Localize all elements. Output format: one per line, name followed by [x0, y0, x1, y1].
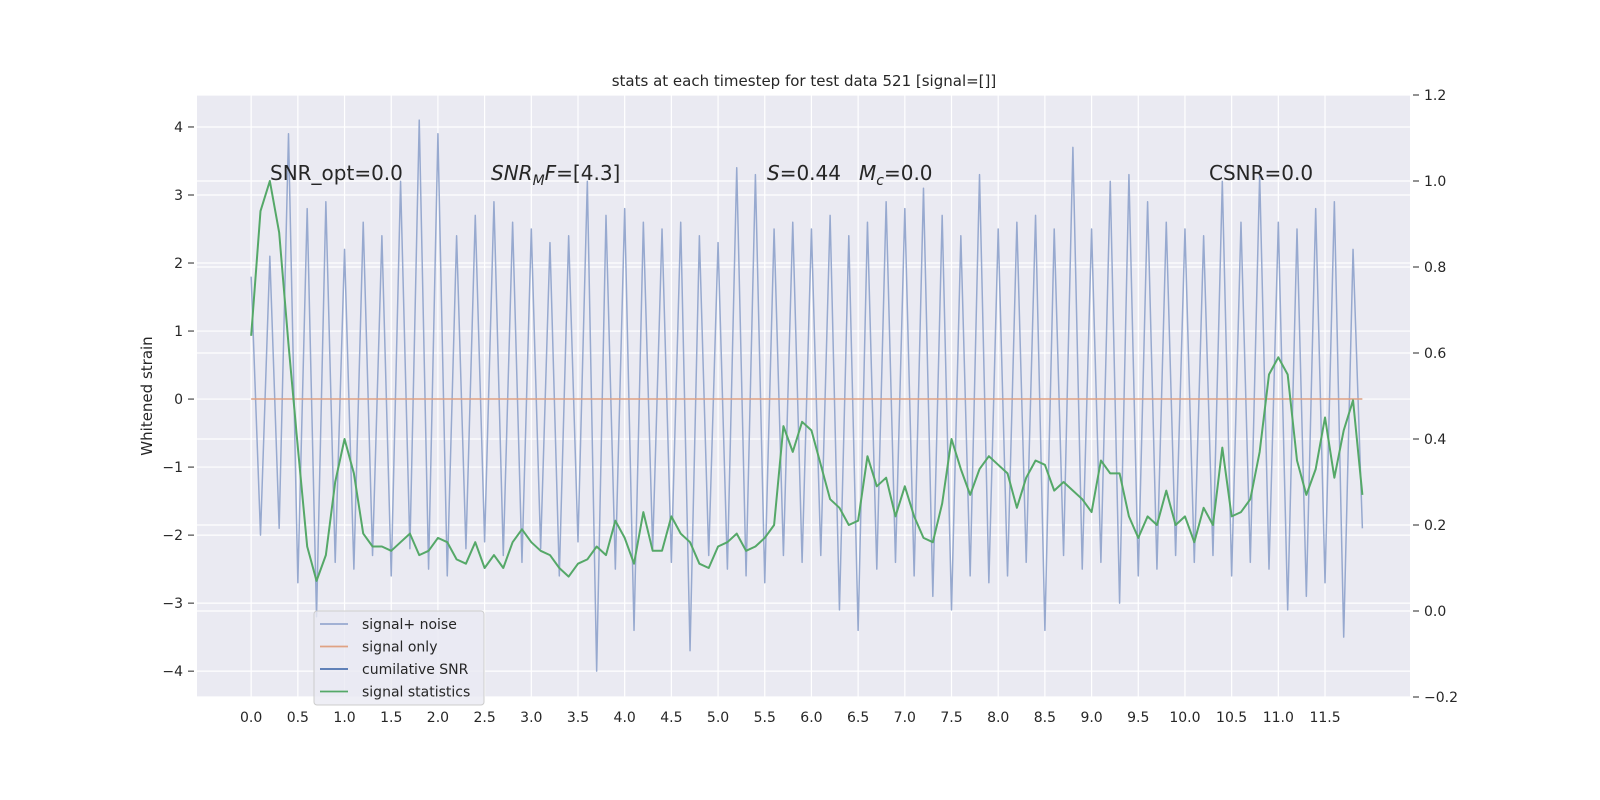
legend-label: cumilative SNR	[362, 662, 469, 678]
y2-tick-label: 1.2	[1424, 88, 1446, 104]
legend-box	[313, 610, 485, 706]
x-tick-label: 6.0	[800, 710, 822, 726]
y-tick-label: −3	[162, 596, 183, 612]
x-tick-label: 1.0	[333, 710, 355, 726]
x-tick-label: 10.0	[1169, 710, 1200, 726]
annotation: SNR_opt=0.0	[270, 161, 403, 185]
y-axis-label: Whitened strain	[138, 336, 156, 455]
x-tick-label: 10.5	[1216, 710, 1247, 726]
x-tick-label: 3.0	[520, 710, 542, 726]
y-tick-label: −2	[162, 528, 183, 544]
legend-label: signal only	[362, 640, 437, 656]
overlay: 0.0 0.5 1.0 1.5 2.0 2.5 3.0 3.5 4.0 4.5 5.0 5.5 6.0 6…	[162, 88, 1458, 726]
y-tick-label: 1	[174, 324, 183, 340]
y-tick-label: 2	[174, 256, 183, 272]
chart-title: stats at each timestep for test data 521…	[612, 72, 997, 90]
annotation-part: =[4.3]	[556, 161, 620, 185]
y2-tick-label: 0.8	[1424, 260, 1446, 276]
x-tick-label: 7.0	[894, 710, 916, 726]
y2-tick-label: 0.2	[1424, 518, 1446, 534]
x-tick-label: 11.0	[1263, 710, 1294, 726]
annotation-part: c	[876, 173, 884, 189]
x-tick-label: 9.0	[1080, 710, 1102, 726]
grid	[197, 94, 1410, 698]
x-tick-label: 4.5	[660, 710, 682, 726]
annotation-part: SNR_opt=0.0	[270, 161, 403, 185]
x-tick-label: 5.5	[754, 710, 776, 726]
x-tick-label: 4.0	[614, 710, 636, 726]
series-line	[250, 180, 1364, 582]
legend-label: signal+ noise	[362, 617, 457, 633]
x-tick-label: 2.5	[473, 710, 495, 726]
annotation-part: =0.44	[780, 161, 841, 185]
annotation: CSNR=0.0	[1209, 161, 1313, 185]
x-tick-label: 7.5	[940, 710, 962, 726]
x-tick-label: 3.5	[567, 710, 589, 726]
y-tick-label: −1	[162, 460, 183, 476]
y2-tick-label: 1.0	[1424, 174, 1446, 190]
annotation-part: S	[767, 161, 780, 185]
x-tick-label: 11.5	[1309, 710, 1340, 726]
x-tick-label: 1.5	[380, 710, 402, 726]
annotation-part: M	[859, 161, 876, 185]
annotation: S=0.44	[767, 161, 841, 185]
x-tick-label: 5.0	[707, 710, 729, 726]
series-line	[250, 119, 1364, 672]
plot	[250, 119, 1364, 672]
x-tick-label: 0.0	[240, 710, 262, 726]
x-tick-label: 2.0	[427, 710, 449, 726]
annotation-part: F	[545, 161, 557, 185]
y2-tick-label: 0.0	[1424, 604, 1446, 620]
y-tick-label: 3	[174, 188, 183, 204]
y2-tick-label: −0.2	[1424, 690, 1458, 706]
x-tick-label: 0.5	[287, 710, 309, 726]
annotation-part: M	[533, 173, 545, 189]
legend-label: signal statistics	[362, 685, 470, 701]
x-tick-label: 8.0	[987, 710, 1009, 726]
y-tick-label: 4	[174, 120, 183, 136]
x-tick-label: 8.5	[1034, 710, 1056, 726]
y-tick-label: −4	[162, 664, 183, 680]
x-tick-label: 9.5	[1127, 710, 1149, 726]
annotation-part: CSNR=0.0	[1209, 161, 1313, 185]
x-tick-label: 6.5	[847, 710, 869, 726]
y-tick-label: 0	[174, 392, 183, 408]
annotation-part: =0.0	[884, 161, 933, 185]
annotation: Mc=0.0	[859, 161, 933, 189]
y2-tick-label: 0.6	[1424, 346, 1446, 362]
annotation-part: SNR	[491, 161, 533, 185]
y2-tick-label: 0.4	[1424, 432, 1446, 448]
annotation: SNRMF=[4.3]	[491, 161, 620, 189]
